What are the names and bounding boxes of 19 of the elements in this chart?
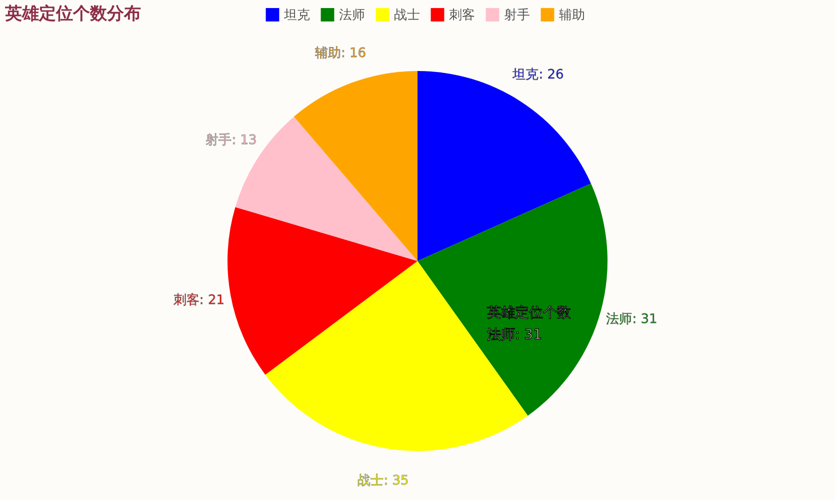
- data-label: 辅助: 16: [315, 46, 366, 61]
- legend-label: 射手: [504, 8, 530, 23]
- data-label: 射手: 13: [206, 133, 257, 148]
- pie-slice: [418, 183, 608, 416]
- legend-label: 坦克: [283, 8, 310, 23]
- legend-label: 刺客: [449, 6, 475, 23]
- legend-label: 战士: [394, 8, 420, 23]
- pie-slice: [228, 207, 418, 375]
- data-label: 战士: 35: [358, 473, 409, 488]
- data-label: 法师: 31: [606, 312, 658, 328]
- legend-label: 法师: [339, 8, 365, 23]
- data-label: 刺客: 21: [173, 292, 224, 308]
- legend-label: 辅助: [559, 8, 585, 23]
- pie-slice: [294, 71, 418, 261]
- data-label: 坦克: 26: [512, 68, 564, 83]
- text: 英雄定位个数: [487, 305, 571, 321]
- pie-slice: [235, 116, 418, 261]
- text: 法师: 31: [487, 327, 542, 343]
- chart-title: 英雄定位个数分布: [4, 4, 141, 24]
